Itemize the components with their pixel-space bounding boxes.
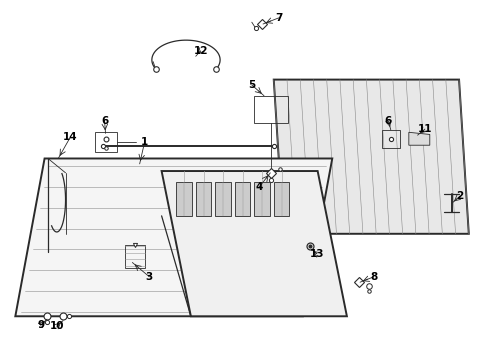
Bar [254,96,288,123]
Polygon shape [15,158,331,316]
Bar [254,182,269,216]
Text: 6: 6 [101,116,108,126]
Bar [215,182,230,216]
Bar [176,182,191,216]
Text: 8: 8 [369,272,377,282]
Text: 14: 14 [63,132,78,142]
Text: 11: 11 [417,124,431,134]
Text: 1: 1 [141,138,148,147]
Bar [234,182,250,216]
Text: 5: 5 [248,80,255,90]
Text: 9: 9 [37,320,44,330]
Text: 6: 6 [384,116,391,126]
Text: 4: 4 [255,182,262,192]
Text: 10: 10 [49,321,64,331]
Polygon shape [408,132,429,145]
Text: 12: 12 [193,46,207,56]
Text: 2: 2 [455,191,463,201]
Text: 3: 3 [145,272,153,282]
Text: 7: 7 [274,13,282,23]
Bar [195,182,211,216]
Polygon shape [161,171,346,316]
Bar [273,182,289,216]
Text: 13: 13 [309,248,323,258]
Polygon shape [273,80,468,234]
